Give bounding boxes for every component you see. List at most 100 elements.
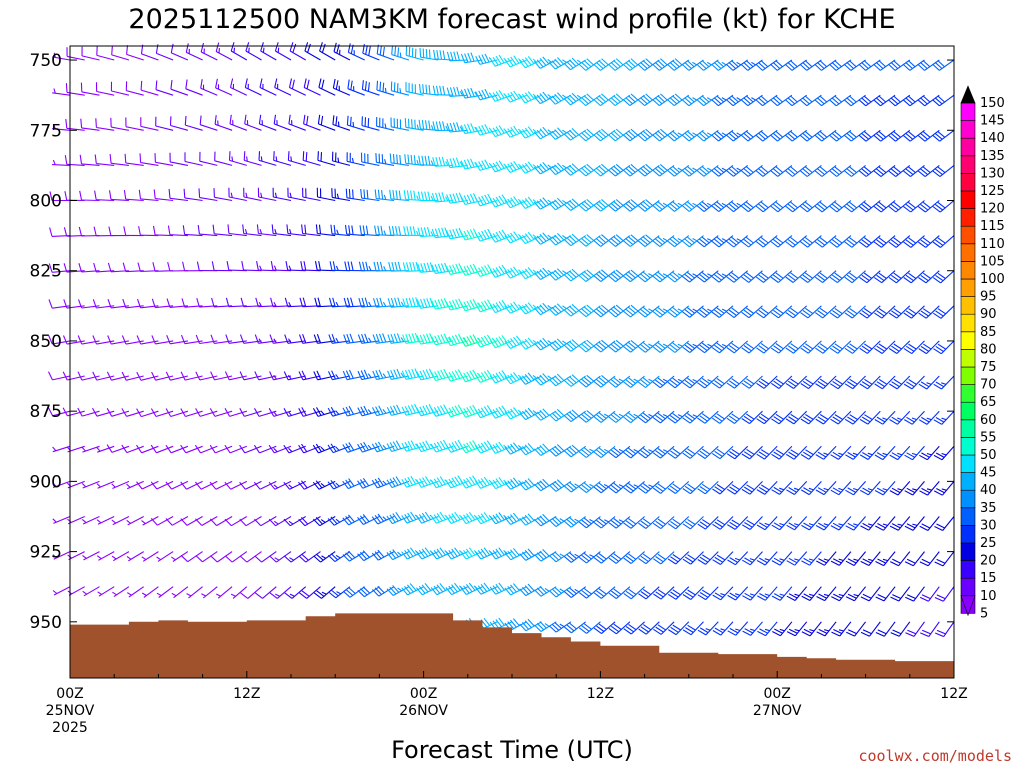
barb-staff xyxy=(794,551,808,566)
barb-feather xyxy=(698,61,707,69)
barb-feather xyxy=(696,275,705,283)
barb-feather xyxy=(868,558,874,562)
barb-feather xyxy=(284,334,289,344)
wind-barb xyxy=(81,445,100,453)
barb-feather xyxy=(449,158,454,168)
barb-feather xyxy=(495,302,502,311)
wind-barb xyxy=(209,516,233,527)
wind-barb xyxy=(608,375,631,388)
barb-feather xyxy=(562,59,567,64)
barb-staff xyxy=(660,551,675,565)
barb-feather xyxy=(52,446,57,452)
barb-feather xyxy=(374,225,377,235)
barb-feather xyxy=(581,590,590,597)
wind-barb xyxy=(165,480,189,490)
barb-feather xyxy=(921,523,931,529)
barb-feather xyxy=(890,632,900,637)
barb-feather xyxy=(699,167,707,175)
barb-feather xyxy=(548,555,557,563)
wind-barb xyxy=(668,621,690,636)
wind-barb xyxy=(608,551,631,564)
barb-feather xyxy=(532,410,538,415)
barb-feather xyxy=(583,271,592,279)
barb-feather xyxy=(527,583,535,592)
barb-feather xyxy=(96,447,101,452)
wind-barb xyxy=(96,480,115,489)
barb-feather xyxy=(873,205,882,213)
wind-barb xyxy=(593,586,616,599)
wind-barb xyxy=(859,270,881,284)
barb-feather xyxy=(419,370,425,380)
barb-feather xyxy=(408,369,413,379)
wind-barb xyxy=(460,52,483,64)
barb-feather xyxy=(731,378,740,385)
barb-feather xyxy=(527,231,535,240)
wind-barb xyxy=(755,305,778,319)
barb-feather xyxy=(435,121,439,131)
barb-feather xyxy=(699,380,708,387)
barb-feather xyxy=(687,518,696,525)
barb-feather xyxy=(437,263,443,273)
wind-barb xyxy=(519,267,542,280)
barb-feather xyxy=(610,273,619,281)
barb-feather xyxy=(876,487,886,493)
barb-feather xyxy=(772,238,781,246)
barb-feather xyxy=(349,333,354,343)
wind-barb xyxy=(918,375,940,390)
barb-feather xyxy=(420,227,425,237)
barb-staff xyxy=(244,410,262,417)
barb-feather xyxy=(544,587,550,592)
wind-barb xyxy=(140,44,159,61)
barb-feather xyxy=(345,552,353,560)
barb-feather xyxy=(844,276,853,284)
barb-feather xyxy=(421,119,425,130)
barb-feather xyxy=(327,444,334,453)
barb-feather xyxy=(785,205,794,213)
barb-feather xyxy=(669,132,678,140)
barb-feather xyxy=(743,380,752,387)
barb-feather xyxy=(495,513,502,522)
barb-feather xyxy=(876,310,885,317)
barb-feather xyxy=(613,200,621,208)
barb-feather xyxy=(290,156,293,162)
barb-feather xyxy=(596,555,605,562)
barb-feather xyxy=(539,621,547,629)
barb-feather xyxy=(800,489,810,496)
barb-feather xyxy=(667,523,677,530)
barb-feather xyxy=(859,347,868,354)
barb-feather xyxy=(627,306,636,314)
barb-feather xyxy=(167,225,171,235)
barb-feather xyxy=(67,518,72,523)
barb-feather xyxy=(731,342,740,350)
barb-staff xyxy=(245,516,262,527)
wind-barb xyxy=(844,375,866,390)
barb-feather xyxy=(498,547,505,556)
barb-feather xyxy=(736,167,742,171)
wind-barb xyxy=(918,270,940,284)
barb-staff xyxy=(776,59,793,71)
barb-staff xyxy=(675,621,690,635)
barb-feather xyxy=(536,517,544,525)
barb-feather xyxy=(603,413,609,417)
barb-feather xyxy=(195,408,201,417)
barb-feather xyxy=(367,82,370,92)
barb-feather xyxy=(331,334,336,344)
barb-feather xyxy=(305,152,308,162)
wind-barb xyxy=(416,368,439,381)
wind-barb xyxy=(578,304,601,318)
wind-barb xyxy=(372,297,395,308)
barb-feather xyxy=(111,555,117,560)
wind-barb xyxy=(519,231,542,245)
barb-feather xyxy=(422,405,428,415)
barb-feather xyxy=(593,169,601,177)
barb-feather xyxy=(640,167,648,175)
barb-staff xyxy=(126,375,144,381)
wind-barb xyxy=(578,128,601,142)
barb-feather xyxy=(829,347,839,354)
barb-feather xyxy=(283,555,292,563)
wind-barb xyxy=(623,339,645,353)
wind-barb xyxy=(860,481,881,496)
barb-feather xyxy=(595,202,604,210)
barb-feather xyxy=(922,308,932,315)
barb-feather xyxy=(448,514,455,523)
